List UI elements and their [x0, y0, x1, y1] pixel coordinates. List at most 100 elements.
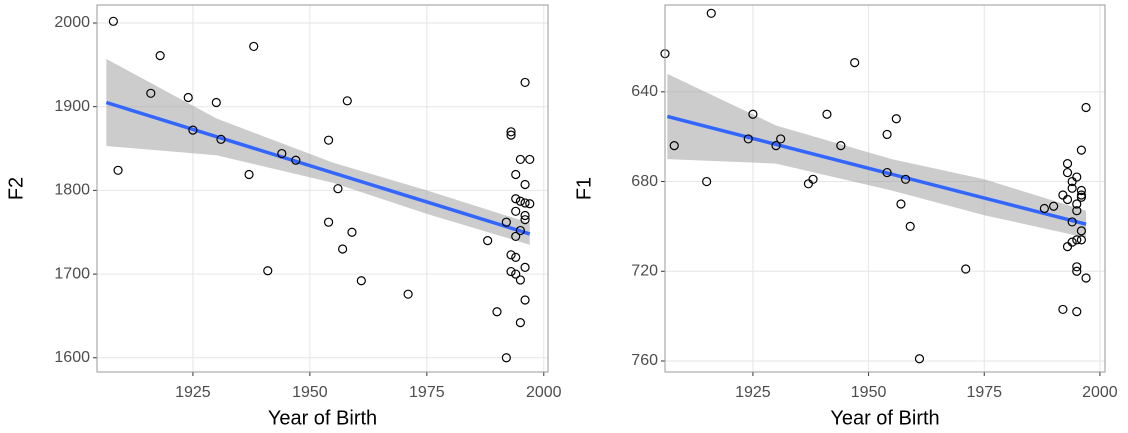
point	[1072, 172, 1082, 182]
point	[1072, 199, 1082, 209]
point	[702, 176, 712, 187]
point	[511, 206, 521, 216]
point	[748, 109, 758, 119]
point	[1072, 307, 1082, 317]
point	[146, 88, 156, 98]
point	[244, 169, 254, 180]
point	[515, 318, 525, 328]
point	[356, 276, 366, 286]
point	[501, 353, 511, 363]
x-tick-label: 1925	[735, 384, 771, 401]
point	[1067, 237, 1077, 247]
point	[323, 135, 334, 145]
point	[506, 250, 516, 260]
point	[511, 194, 521, 204]
point	[483, 235, 493, 246]
panel-border	[96, 4, 549, 373]
point	[1039, 203, 1049, 214]
point	[525, 154, 535, 165]
point	[492, 307, 502, 317]
point	[1072, 266, 1082, 276]
x-tick-label: 1975	[409, 384, 445, 401]
point	[1076, 226, 1087, 236]
point	[515, 225, 525, 236]
fit-line	[105, 100, 531, 236]
point	[900, 174, 911, 184]
point	[882, 167, 892, 178]
point	[669, 141, 679, 151]
point	[1072, 262, 1082, 272]
point	[511, 252, 521, 262]
point	[506, 266, 516, 277]
point	[776, 134, 786, 144]
point	[1072, 235, 1082, 245]
point	[520, 77, 530, 88]
point	[511, 169, 521, 180]
point	[808, 174, 818, 184]
point	[822, 109, 832, 119]
point	[1072, 206, 1082, 216]
point	[1058, 304, 1068, 315]
panel-border	[664, 4, 1106, 373]
point	[249, 41, 259, 52]
point	[506, 130, 516, 140]
point	[1081, 273, 1091, 283]
point	[743, 134, 753, 144]
y-tick-label: 640	[631, 83, 658, 100]
point	[511, 269, 521, 279]
point	[771, 141, 781, 151]
point	[520, 295, 530, 305]
point	[882, 129, 892, 140]
point	[896, 199, 906, 209]
point	[520, 198, 530, 208]
y-tick-label: 680	[631, 173, 658, 190]
point	[520, 215, 530, 225]
y-tick-label: 2000	[54, 14, 90, 31]
y-axis-title: F1	[573, 177, 595, 200]
x-tick-label: 2000	[526, 384, 562, 401]
x-tick-label: 1925	[175, 384, 211, 401]
y-tick-label: 1800	[54, 182, 90, 199]
point	[338, 244, 348, 254]
point	[347, 227, 357, 237]
y-tick-label: 760	[631, 352, 658, 369]
point	[905, 221, 915, 232]
point	[113, 165, 123, 175]
x-axis-title: Year of Birth	[268, 407, 377, 429]
point	[277, 148, 287, 159]
x-tick-label: 1950	[292, 384, 328, 401]
point	[850, 58, 860, 68]
point	[706, 8, 716, 18]
point	[511, 231, 521, 242]
point	[333, 184, 343, 194]
y-tick-label: 1900	[54, 98, 90, 115]
fit-line	[666, 114, 1087, 226]
point	[323, 217, 334, 227]
point	[1067, 217, 1077, 227]
point	[1062, 158, 1073, 169]
point	[520, 262, 530, 272]
point	[1076, 235, 1087, 245]
y-tick-label: 720	[631, 262, 658, 279]
x-tick-label: 2000	[1082, 384, 1118, 401]
point	[155, 51, 165, 61]
point	[211, 97, 221, 108]
point	[342, 96, 352, 106]
point	[525, 199, 535, 209]
point	[1062, 167, 1073, 178]
point	[891, 114, 901, 124]
point	[520, 210, 530, 221]
point	[515, 196, 525, 206]
point	[1076, 185, 1087, 196]
panel	[97, 5, 548, 372]
point	[188, 125, 198, 135]
point	[961, 264, 971, 274]
y-axis-title: F2	[5, 177, 27, 200]
point	[1081, 102, 1091, 113]
point	[501, 217, 511, 227]
point	[1076, 145, 1087, 155]
y-tick-label: 1600	[54, 349, 90, 366]
point	[216, 134, 226, 144]
x-tick-label: 1950	[851, 384, 887, 401]
